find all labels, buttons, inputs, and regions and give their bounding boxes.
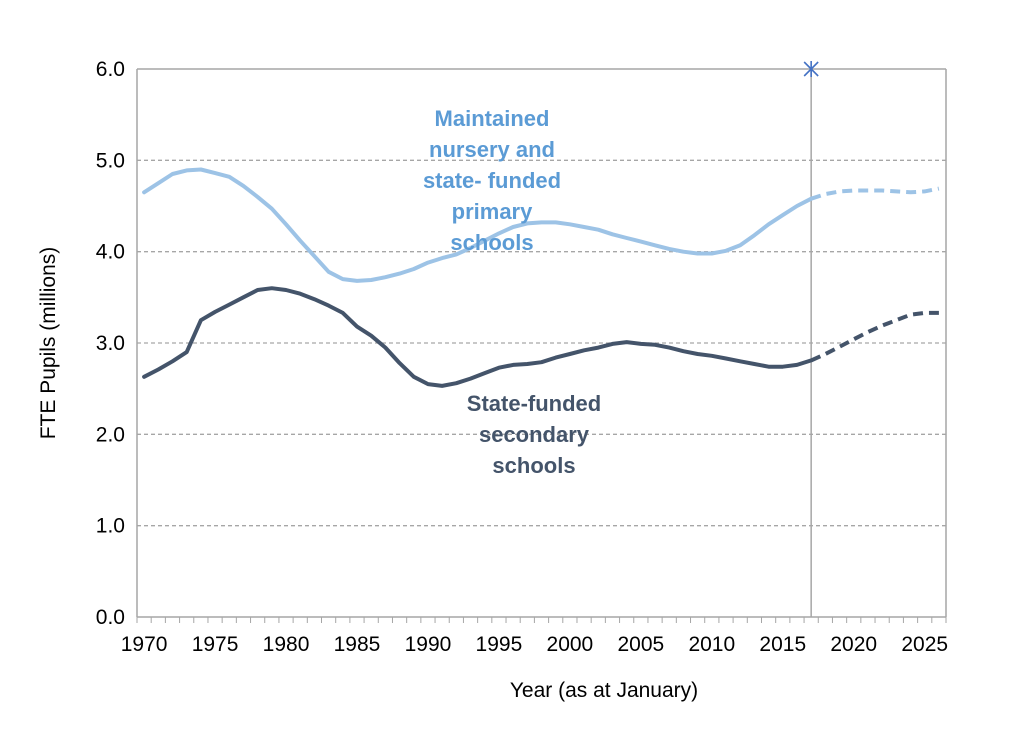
x-tick-label: 2015 <box>759 633 806 656</box>
series-label-line: secondary <box>479 422 590 447</box>
series-annotations: Maintained nursery and state- funded primar… <box>423 106 601 478</box>
x-tick-label: 2005 <box>617 633 664 656</box>
x-tick-label: 1970 <box>121 633 168 656</box>
series-line-projected-1 <box>810 310 939 363</box>
y-tick-label: 4.0 <box>96 241 125 264</box>
series-line-actual-0 <box>142 167 814 283</box>
x-tick-label: 1980 <box>263 633 310 656</box>
series-line-projected-0 <box>810 186 940 201</box>
x-tick-label: 1985 <box>334 633 381 656</box>
y-tick-label: 6.0 <box>96 58 125 81</box>
series-label-line: primary <box>452 199 533 224</box>
y-tick-label: 1.0 <box>96 515 125 538</box>
x-tick-label: 1995 <box>476 633 523 656</box>
x-tick-label: 2025 <box>901 633 948 656</box>
x-tick-label: 1990 <box>405 633 452 656</box>
x-tick-label: 2000 <box>547 633 594 656</box>
series-lines <box>142 167 940 388</box>
x-tick-label: 2010 <box>688 633 735 656</box>
series-label-line: schools <box>492 453 575 478</box>
y-axis-title: FTE Pupils (millions) <box>37 247 60 440</box>
x-tick-label: 2020 <box>830 633 877 656</box>
series-label-1: State-funded secondary schools <box>467 391 601 478</box>
projection-star-marker <box>803 61 819 77</box>
y-tick-label: 3.0 <box>96 332 125 355</box>
y-tick-label: 0.0 <box>96 606 125 629</box>
axes <box>136 61 947 623</box>
y-tick-label: 2.0 <box>96 423 125 446</box>
series-label-line: State-funded <box>467 391 601 416</box>
series-label-line: state- funded <box>423 168 561 193</box>
series-label-line: Maintained <box>435 106 550 131</box>
x-axis-title: Year (as at January) <box>510 679 698 702</box>
tick-labels: 0.0 1.0 2.0 3.0 4.0 5.0 6.0 1970 1975 1980 1985 199… <box>96 58 948 656</box>
series-line-actual-1 <box>142 286 814 388</box>
series-label-0: Maintained nursery and state- funded primar… <box>423 106 561 255</box>
y-tick-label: 5.0 <box>96 149 125 172</box>
x-tick-label: 1975 <box>192 633 239 656</box>
series-label-line: nursery and <box>429 137 555 162</box>
series-label-line: schools <box>450 230 533 255</box>
